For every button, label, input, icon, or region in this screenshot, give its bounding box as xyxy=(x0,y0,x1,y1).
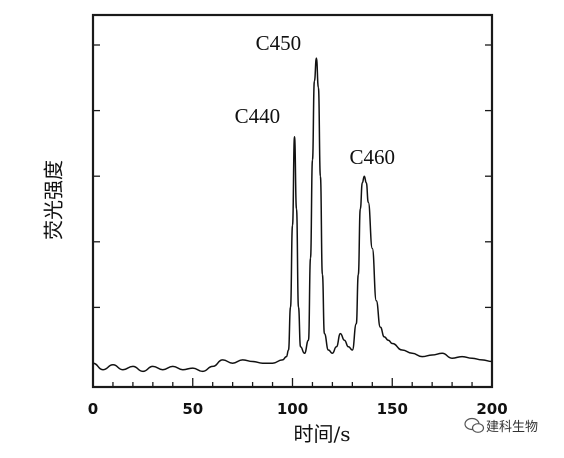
y-axis-label: 荧光强度 xyxy=(42,160,66,240)
wechat-icon xyxy=(464,417,485,433)
watermark-text: 建科生物 xyxy=(486,420,538,435)
x-tick-label: 150 xyxy=(377,400,408,418)
x-tick-label: 200 xyxy=(476,400,507,418)
peak-label-c440: C440 xyxy=(235,104,281,128)
fluorescence-trace xyxy=(92,57,493,373)
peak-label-c460: C460 xyxy=(350,145,396,169)
annotation-group: C440 C450 C460 xyxy=(235,31,395,169)
axis-ticks-group: 0 50 100 150 200 xyxy=(88,44,508,418)
peak-label-c450: C450 xyxy=(256,31,302,55)
x-tick-label: 0 xyxy=(88,400,98,418)
watermark: 建科生物 xyxy=(464,417,538,435)
trace-group xyxy=(92,57,493,373)
x-axis-label: 时间/s xyxy=(293,422,350,446)
plot-frame xyxy=(91,13,494,389)
x-tick-label: 100 xyxy=(277,400,308,418)
x-tick-label: 50 xyxy=(182,400,203,418)
plot-frame-group xyxy=(91,13,494,389)
